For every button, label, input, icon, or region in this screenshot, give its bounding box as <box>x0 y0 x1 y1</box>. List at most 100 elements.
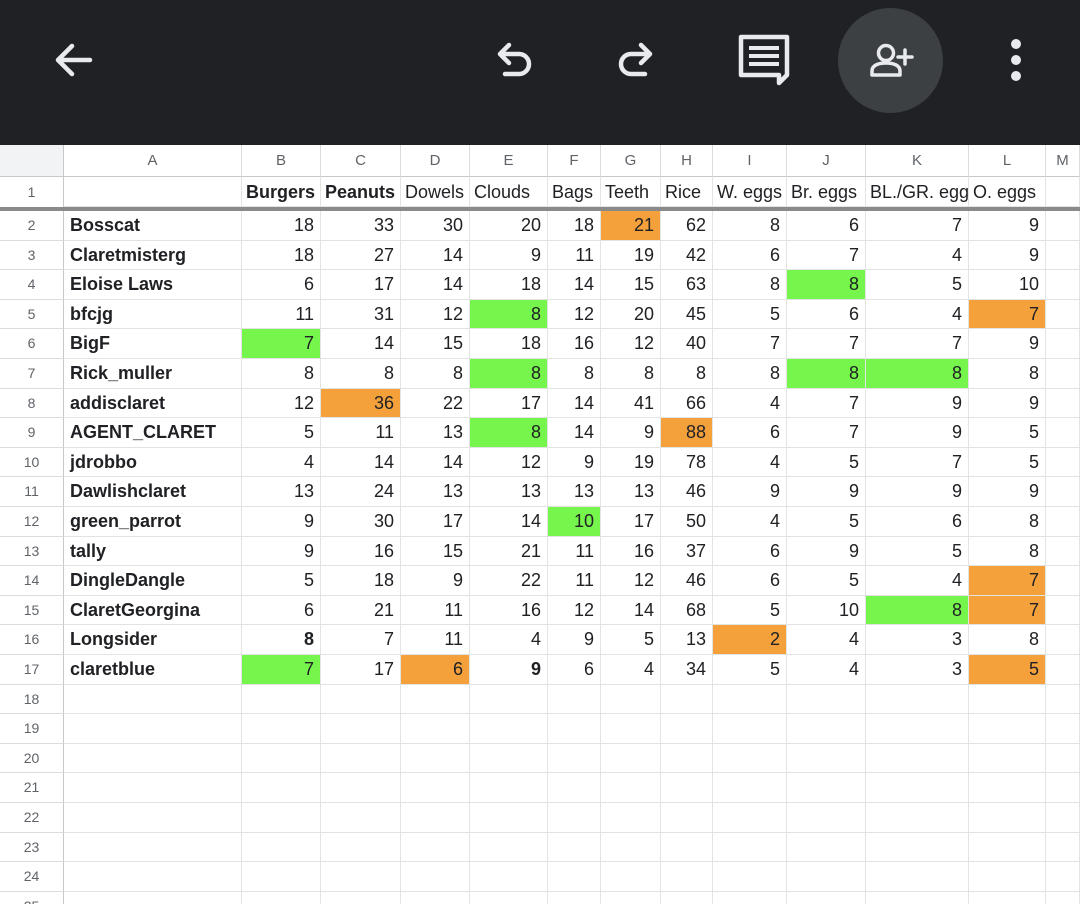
value-cell[interactable]: 13 <box>242 477 321 507</box>
value-cell[interactable]: 36 <box>321 388 401 419</box>
column-header-d[interactable]: D <box>401 145 470 177</box>
empty-cell[interactable] <box>1046 773 1080 803</box>
value-cell[interactable]: 8 <box>787 359 866 389</box>
empty-cell[interactable] <box>1046 477 1080 507</box>
empty-cell[interactable] <box>548 862 601 892</box>
value-cell[interactable]: 6 <box>713 536 787 567</box>
header-cell-b[interactable]: Burgers <box>242 177 321 207</box>
value-cell[interactable]: 17 <box>321 270 401 300</box>
column-header-l[interactable]: L <box>969 145 1046 177</box>
value-cell[interactable]: 5 <box>969 447 1046 478</box>
value-cell[interactable]: 30 <box>401 211 470 241</box>
value-cell[interactable]: 5 <box>242 418 321 448</box>
value-cell[interactable]: 16 <box>470 595 548 626</box>
select-all-corner[interactable] <box>0 145 64 177</box>
header-cell-k[interactable]: BL./GR. eggs <box>866 177 969 207</box>
empty-cell[interactable] <box>242 773 321 803</box>
value-cell[interactable]: 21 <box>321 595 401 626</box>
value-cell[interactable]: 7 <box>787 418 866 448</box>
empty-cell[interactable] <box>321 743 401 774</box>
empty-cell[interactable] <box>1046 655 1080 685</box>
empty-cell[interactable] <box>601 773 661 803</box>
empty-cell[interactable] <box>321 862 401 892</box>
value-cell[interactable]: 7 <box>969 595 1046 626</box>
value-cell[interactable]: 41 <box>601 388 661 419</box>
column-header-m[interactable]: M <box>1046 145 1080 177</box>
empty-cell[interactable] <box>321 773 401 803</box>
value-cell[interactable]: 12 <box>548 595 601 626</box>
value-cell[interactable]: 15 <box>401 536 470 567</box>
value-cell[interactable]: 14 <box>548 388 601 419</box>
empty-cell[interactable] <box>969 773 1046 803</box>
empty-cell[interactable] <box>401 862 470 892</box>
empty-cell[interactable] <box>601 832 661 863</box>
header-cell-d[interactable]: Dowels <box>401 177 470 207</box>
empty-cell[interactable] <box>1046 270 1080 300</box>
header-cell-i[interactable]: W. eggs <box>713 177 787 207</box>
value-cell[interactable]: 8 <box>713 359 787 389</box>
value-cell[interactable]: 9 <box>866 418 969 448</box>
value-cell[interactable]: 13 <box>401 418 470 448</box>
value-cell[interactable]: 11 <box>401 625 470 655</box>
row-header-17[interactable]: 17 <box>0 655 64 685</box>
empty-cell[interactable] <box>401 743 470 774</box>
value-cell[interactable]: 11 <box>401 595 470 626</box>
value-cell[interactable]: 46 <box>661 477 713 507</box>
empty-cell[interactable] <box>1046 388 1080 419</box>
value-cell[interactable]: 7 <box>242 655 321 685</box>
value-cell[interactable]: 21 <box>601 211 661 241</box>
value-cell[interactable]: 4 <box>713 388 787 419</box>
value-cell[interactable]: 15 <box>601 270 661 300</box>
empty-cell[interactable] <box>401 714 470 744</box>
value-cell[interactable]: 8 <box>401 359 470 389</box>
value-cell[interactable]: 7 <box>866 329 969 359</box>
value-cell[interactable]: 13 <box>601 477 661 507</box>
back-button[interactable] <box>34 20 114 100</box>
value-cell[interactable]: 8 <box>969 359 1046 389</box>
empty-cell[interactable] <box>321 832 401 863</box>
empty-cell[interactable] <box>713 891 787 904</box>
column-header-f[interactable]: F <box>548 145 601 177</box>
value-cell[interactable]: 33 <box>321 211 401 241</box>
row-header-16[interactable]: 16 <box>0 625 64 655</box>
empty-cell[interactable] <box>242 832 321 863</box>
value-cell[interactable]: 8 <box>242 625 321 655</box>
value-cell[interactable]: 13 <box>401 477 470 507</box>
value-cell[interactable]: 10 <box>548 507 601 537</box>
empty-cell[interactable] <box>787 714 866 744</box>
empty-cell[interactable] <box>470 862 548 892</box>
value-cell[interactable]: 45 <box>661 299 713 330</box>
value-cell[interactable]: 17 <box>401 507 470 537</box>
value-cell[interactable]: 14 <box>548 418 601 448</box>
empty-cell[interactable] <box>470 773 548 803</box>
value-cell[interactable]: 9 <box>470 240 548 271</box>
header-cell-a[interactable] <box>64 177 242 207</box>
row-header-20[interactable]: 20 <box>0 743 64 774</box>
column-header-e[interactable]: E <box>470 145 548 177</box>
value-cell[interactable]: 9 <box>787 477 866 507</box>
value-cell[interactable]: 13 <box>470 477 548 507</box>
value-cell[interactable]: 5 <box>713 299 787 330</box>
empty-cell[interactable] <box>1046 595 1080 626</box>
empty-cell[interactable] <box>470 684 548 715</box>
name-cell[interactable]: claretblue <box>64 655 242 685</box>
value-cell[interactable]: 12 <box>548 299 601 330</box>
name-cell[interactable]: jdrobbo <box>64 447 242 478</box>
header-cell-f[interactable]: Bags <box>548 177 601 207</box>
frozen-row-divider[interactable] <box>0 207 1080 211</box>
empty-cell[interactable] <box>713 684 787 715</box>
row-header-8[interactable]: 8 <box>0 388 64 419</box>
value-cell[interactable]: 14 <box>321 329 401 359</box>
value-cell[interactable]: 8 <box>787 270 866 300</box>
value-cell[interactable]: 6 <box>787 299 866 330</box>
empty-cell[interactable] <box>242 803 321 833</box>
row-header-3[interactable]: 3 <box>0 240 64 271</box>
value-cell[interactable]: 46 <box>661 566 713 596</box>
empty-cell[interactable] <box>548 832 601 863</box>
empty-cell[interactable] <box>64 891 242 904</box>
value-cell[interactable]: 3 <box>866 625 969 655</box>
name-cell[interactable]: Longsider <box>64 625 242 655</box>
value-cell[interactable]: 14 <box>401 270 470 300</box>
value-cell[interactable]: 8 <box>866 595 969 626</box>
row-header-15[interactable]: 15 <box>0 595 64 626</box>
